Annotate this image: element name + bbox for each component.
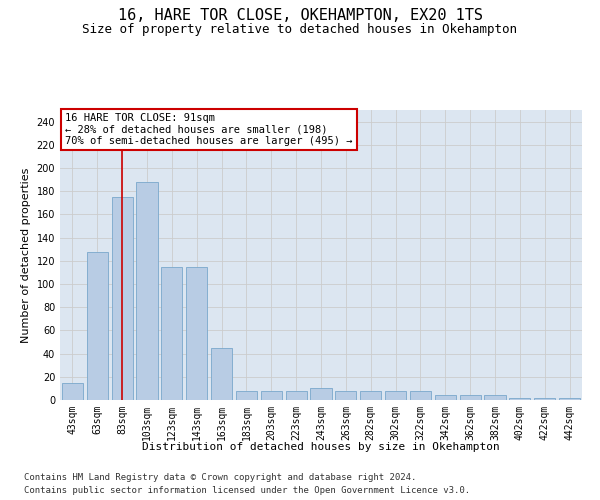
Bar xyxy=(484,396,506,400)
Text: 16, HARE TOR CLOSE, OKEHAMPTON, EX20 1TS: 16, HARE TOR CLOSE, OKEHAMPTON, EX20 1TS xyxy=(118,8,482,22)
Bar xyxy=(559,398,580,400)
Bar xyxy=(261,390,282,400)
Bar xyxy=(534,398,555,400)
Text: Contains public sector information licensed under the Open Government Licence v3: Contains public sector information licen… xyxy=(24,486,470,495)
Text: Size of property relative to detached houses in Okehampton: Size of property relative to detached ho… xyxy=(83,22,517,36)
Bar xyxy=(186,266,207,400)
Bar xyxy=(62,382,83,400)
Text: 16 HARE TOR CLOSE: 91sqm
← 28% of detached houses are smaller (198)
70% of semi-: 16 HARE TOR CLOSE: 91sqm ← 28% of detach… xyxy=(65,113,353,146)
Bar xyxy=(87,252,108,400)
Bar xyxy=(161,266,182,400)
Bar xyxy=(435,396,456,400)
Bar xyxy=(460,396,481,400)
Bar xyxy=(360,390,381,400)
Bar xyxy=(385,390,406,400)
Y-axis label: Number of detached properties: Number of detached properties xyxy=(21,168,31,342)
Bar xyxy=(211,348,232,400)
Text: Distribution of detached houses by size in Okehampton: Distribution of detached houses by size … xyxy=(142,442,500,452)
Bar xyxy=(112,197,133,400)
Bar xyxy=(286,390,307,400)
Bar xyxy=(509,398,530,400)
Bar xyxy=(335,390,356,400)
Bar xyxy=(236,390,257,400)
Text: Contains HM Land Registry data © Crown copyright and database right 2024.: Contains HM Land Registry data © Crown c… xyxy=(24,472,416,482)
Bar xyxy=(410,390,431,400)
Bar xyxy=(136,182,158,400)
Bar xyxy=(310,388,332,400)
